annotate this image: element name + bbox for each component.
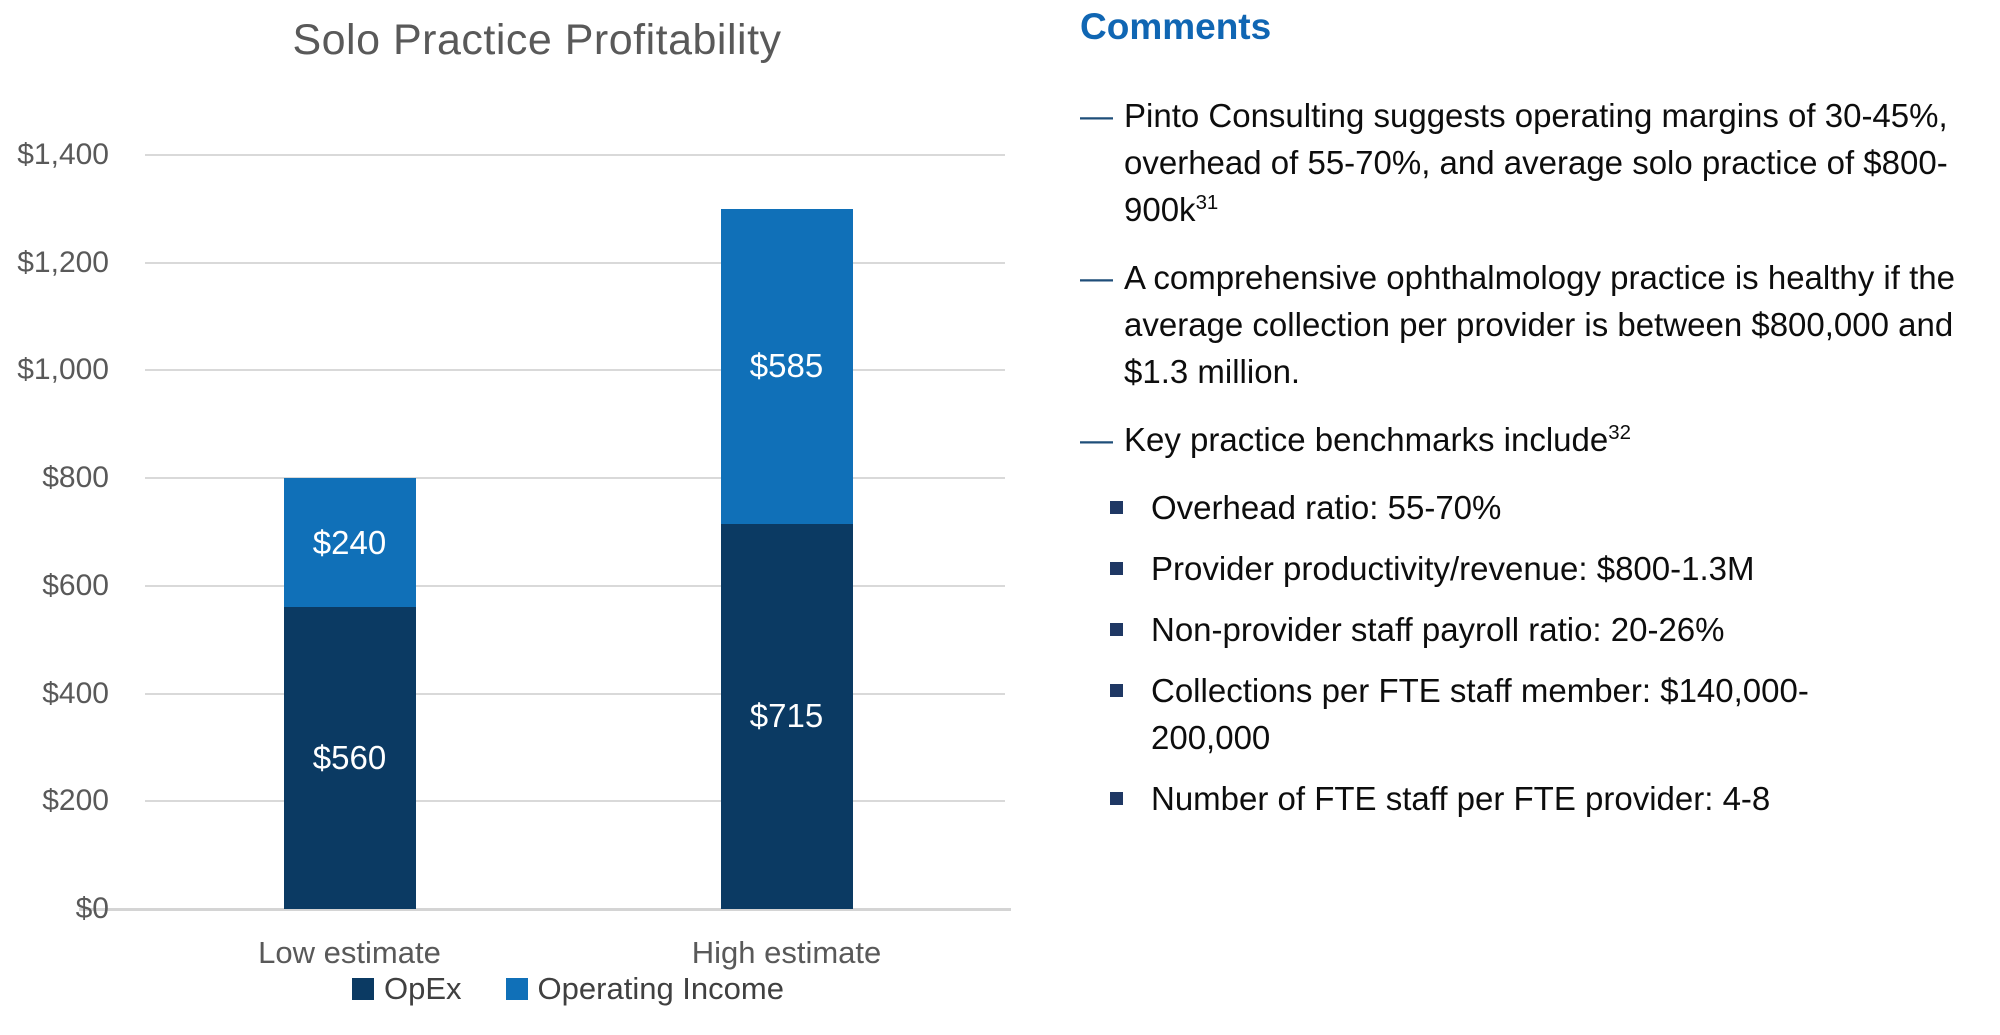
gridline [79,908,1011,911]
x-axis-category-label: Low estimate [258,935,441,970]
gridline [145,692,1005,695]
bar-segment-opex-high-estimate: $715 [720,523,853,909]
dash-bullet-icon: — [1080,421,1113,458]
bullet-text: Pinto Consulting suggests operating marg… [1124,97,1948,228]
benchmark-sub-bullet: Non-provider staff payroll ratio: 20-26% [1110,606,1990,653]
y-axis-tick-label: $600 [42,568,109,602]
bar-data-label: $715 [749,697,824,735]
benchmark-sub-bullet: Collections per FTE staff member: $140,0… [1110,667,1990,761]
bar-segment-operating-income-low-estimate: $240 [283,478,416,608]
y-axis-tick-label: $200 [42,784,109,818]
square-bullet-icon [1110,562,1123,575]
comment-bullet: — Key practice benchmarks include32 [1080,416,1990,463]
bullet-text: A comprehensive ophthalmology practice i… [1124,259,1955,390]
bullet-text: Number of FTE staff per FTE provider: 4-… [1151,780,1771,817]
dash-bullet-icon: — [1080,97,1113,134]
bar-data-label: $560 [312,739,387,777]
bar-data-label: $240 [312,523,387,561]
footnote-reference: 31 [1195,191,1219,214]
footnote-reference: 32 [1608,421,1631,444]
y-axis-tick-label: $1,400 [17,138,109,171]
gridline [145,477,1005,480]
gridline [145,154,1005,156]
bullet-text: Provider productivity/revenue: $800-1.3M [1151,550,1755,587]
gridline [145,800,1005,803]
legend-label: Operating Income [537,971,784,1006]
square-bullet-icon [1110,792,1123,805]
legend-label: OpEx [384,971,462,1006]
y-axis-tick-label: $0 [75,892,109,925]
gridline [145,584,1005,587]
plot-area: $0 $200 $400 $600 $800 $1,000 $1,200 $1,400 $560… [17,138,1011,970]
benchmark-sub-bullet: Number of FTE staff per FTE provider: 4-… [1110,775,1990,822]
benchmark-sub-bullet: Provider productivity/revenue: $800-1.3M [1110,545,1990,592]
square-bullet-icon [1110,684,1123,697]
legend-item-opex: OpEx [352,971,462,1007]
bullet-text: Key practice benchmarks include32 [1124,421,1631,458]
y-axis-tick-label: $400 [42,676,109,710]
legend-swatch-opex-icon [352,978,375,1000]
square-bullet-icon [1110,623,1123,636]
y-axis-tick-label: $800 [42,461,109,495]
bar-data-label: $585 [749,347,824,385]
comment-bullet: — Pinto Consulting suggests operating mar… [1080,92,1990,233]
y-axis-tick-label: $1,000 [17,353,109,387]
dash-bullet-icon: — [1080,259,1113,296]
comments-panel: Comments — Pinto Consulting suggests oper… [1080,6,1990,836]
legend-swatch-operating-income-icon [505,978,528,1000]
gridline [145,369,1005,372]
bullet-text: Collections per FTE staff member: $140,0… [1151,672,1809,756]
x-axis-category-label: High estimate [691,935,882,970]
comments-heading: Comments [1080,6,1272,47]
chart-title: Solo Practice Profitability [292,16,782,64]
bar-segment-operating-income-high-estimate: $585 [720,208,853,524]
gridline [145,261,1005,264]
legend-item-operating-income: Operating Income [505,971,784,1007]
benchmark-sub-bullet: Overhead ratio: 55-70% [1110,484,1990,531]
bullet-text: Non-provider staff payroll ratio: 20-26% [1151,611,1725,648]
comments-list: — Pinto Consulting suggests operating mar… [1080,92,1990,822]
comment-bullet: — A comprehensive ophthalmology practice … [1080,254,1990,395]
bullet-text: Overhead ratio: 55-70% [1151,489,1502,526]
bar-segment-opex-low-estimate: $560 [283,607,416,909]
square-bullet-icon [1110,501,1123,514]
y-axis-tick-label: $1,200 [17,245,109,279]
chart-legend: OpEx Operating Income [131,971,1005,1007]
